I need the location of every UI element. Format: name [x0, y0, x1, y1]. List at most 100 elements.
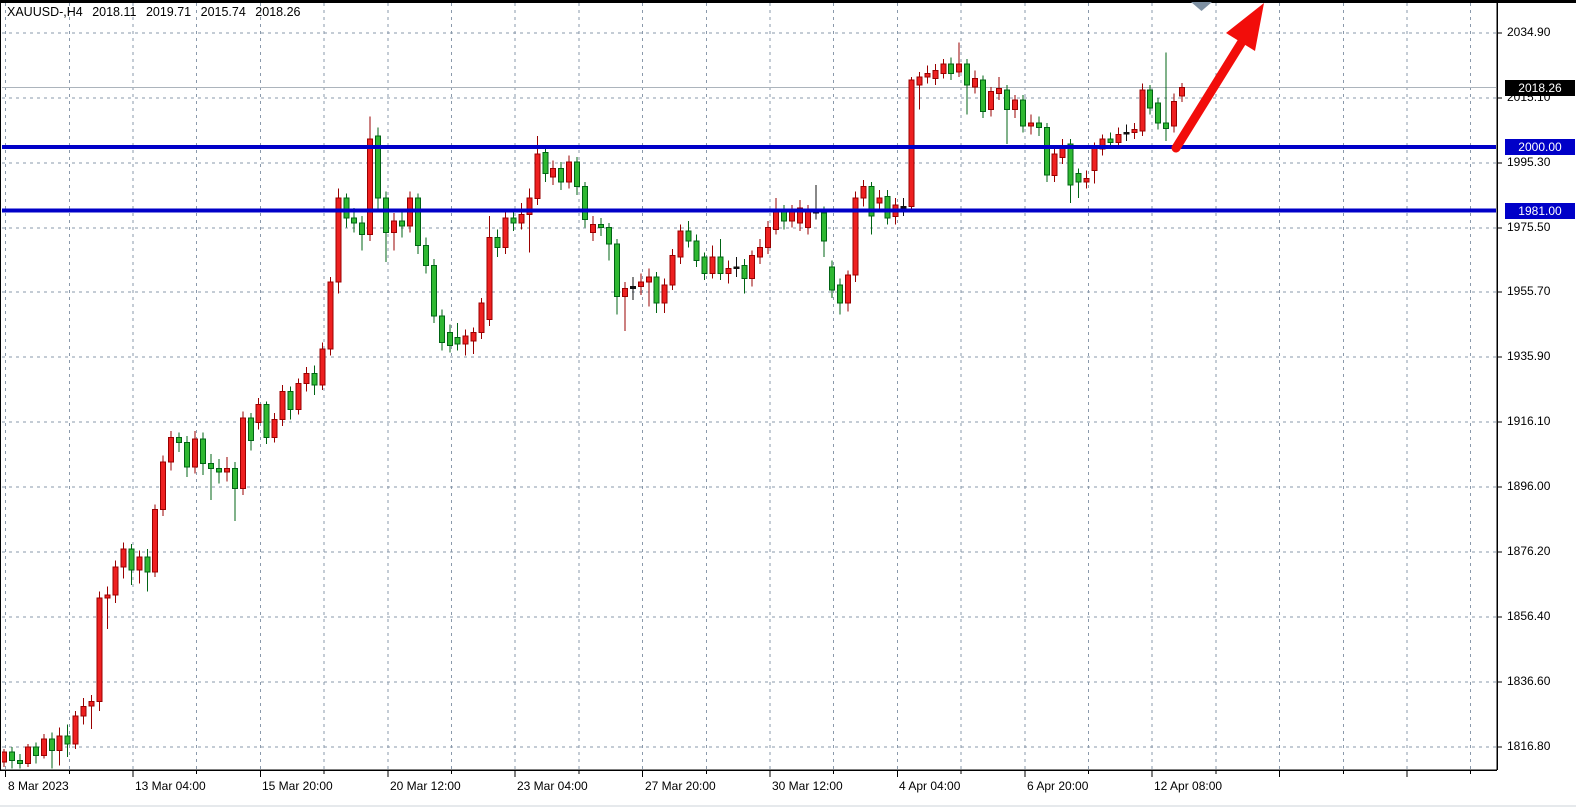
candle-body: [900, 205, 907, 209]
candle-body: [773, 210, 780, 230]
price-axis-label: 1836.60: [1507, 674, 1551, 688]
candle: [629, 276, 636, 300]
candle-body: [367, 138, 374, 235]
candle: [1035, 116, 1042, 136]
candle: [112, 560, 119, 603]
candle-body: [359, 222, 366, 235]
candle: [271, 412, 278, 443]
candle-body: [980, 79, 987, 112]
candle: [852, 191, 859, 282]
candle: [916, 72, 923, 110]
candle-body: [208, 463, 214, 470]
candle-body: [924, 73, 931, 78]
candle-body: [9, 751, 15, 761]
candle-body: [295, 382, 302, 411]
candle: [80, 698, 87, 725]
candle-body: [534, 153, 541, 199]
candle-body: [343, 197, 350, 219]
candle-body: [582, 186, 589, 220]
candle: [812, 185, 819, 220]
candle: [1139, 83, 1146, 136]
trend-arrow-shaft[interactable]: [1171, 35, 1248, 153]
candle: [1075, 168, 1082, 199]
candle: [828, 260, 835, 299]
candle-body: [1155, 102, 1162, 124]
candle-body: [590, 223, 596, 234]
candle: [1123, 124, 1130, 141]
time-axis-label: 23 Mar 04:00: [517, 779, 588, 793]
candle-body: [621, 287, 628, 297]
candle-body: [446, 332, 453, 347]
time-axis[interactable]: 8 Mar 2023 13 Mar 04:00 15 Mar 20:00 20 Mar…: [0, 770, 1497, 804]
candle-body: [637, 281, 644, 288]
candle-body: [1091, 146, 1098, 171]
candle: [176, 432, 183, 453]
candle: [152, 504, 159, 577]
candle-body: [1051, 153, 1058, 176]
candle-body: [24, 746, 31, 765]
candle: [1171, 93, 1178, 133]
trend-arrow-head[interactable]: [1226, 3, 1264, 51]
candle: [311, 365, 318, 395]
chart-ohlc-header: XAUUSD-,H4 2018.11 2019.71 2015.74 2018.…: [7, 5, 306, 19]
candle: [1131, 122, 1138, 140]
candle: [192, 430, 198, 474]
candle-body: [40, 738, 47, 756]
candle: [693, 234, 700, 267]
symbol-timeframe-label: XAUUSD-,H4: [7, 5, 83, 19]
time-axis-label: 12 Apr 08:00: [1154, 779, 1223, 793]
candle: [502, 211, 509, 254]
candle: [988, 86, 994, 117]
candle: [1155, 98, 1162, 130]
candle-body: [192, 438, 198, 468]
candle: [669, 249, 676, 290]
candle-body: [144, 556, 151, 573]
candle-body: [1019, 99, 1026, 127]
price-axis-label: 1935.90: [1507, 349, 1551, 363]
candle: [367, 116, 374, 241]
candle-body: [184, 441, 191, 468]
candle-body: [1035, 122, 1042, 129]
candle-body: [518, 214, 525, 224]
candle-body: [749, 255, 756, 280]
candles-group: [2, 42, 1186, 769]
candle: [582, 181, 589, 228]
candle: [120, 542, 127, 579]
candle-body: [526, 197, 533, 216]
open-value: 2018.11: [92, 5, 137, 19]
candle-body: [964, 63, 971, 86]
candle-body: [510, 217, 517, 224]
price-axis[interactable]: 2034.90 2015.10 1995.30 1975.50 1955.70 1935.…: [1497, 0, 1576, 770]
candle-body: [335, 197, 342, 283]
candle-body: [311, 373, 318, 386]
candle-body: [112, 566, 119, 596]
candle: [1059, 139, 1066, 164]
candle: [884, 190, 891, 225]
candle-body: [255, 404, 262, 424]
candle-body: [104, 594, 111, 599]
price-axis-label: 1876.20: [1507, 544, 1551, 558]
candle-body: [96, 597, 103, 702]
candle-body: [287, 391, 294, 411]
candle-body: [797, 207, 803, 224]
candle: [200, 432, 206, 476]
high-value: 2019.71: [145, 5, 192, 19]
candle: [391, 213, 397, 251]
candle: [239, 411, 246, 495]
candle: [956, 42, 963, 77]
candle: [1043, 122, 1050, 182]
candle: [223, 457, 230, 482]
candle: [128, 544, 135, 585]
candle: [2, 748, 7, 767]
candle: [48, 732, 55, 769]
candle: [247, 412, 254, 451]
candle-body: [430, 264, 437, 317]
candle-body: [375, 135, 382, 199]
chart-shift-marker-icon[interactable]: [1191, 2, 1212, 11]
candle: [1051, 149, 1058, 182]
candle-body: [972, 78, 979, 88]
candle-body: [709, 256, 716, 275]
candle: [653, 272, 660, 313]
candle: [414, 193, 421, 254]
